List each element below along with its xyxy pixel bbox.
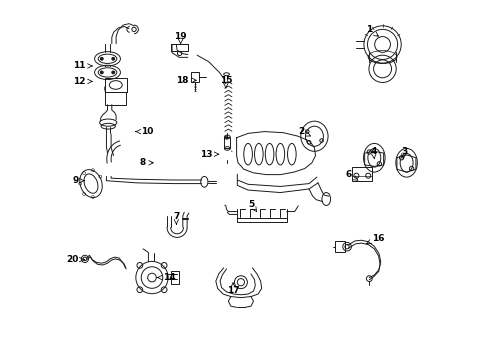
Text: 11: 11 [73, 62, 92, 71]
Circle shape [112, 57, 115, 60]
Text: 5: 5 [248, 200, 256, 212]
Text: 10: 10 [135, 127, 153, 136]
Bar [334, 241, 344, 252]
Text: 4: 4 [369, 147, 376, 159]
Bar [170, 271, 178, 284]
Text: 13: 13 [200, 150, 218, 159]
Text: 20: 20 [66, 255, 84, 264]
Text: 7: 7 [173, 212, 179, 224]
Bar [191, 72, 198, 82]
Text: 9: 9 [72, 176, 84, 185]
Text: 6: 6 [345, 170, 357, 180]
Text: 15: 15 [219, 76, 232, 88]
Text: 2: 2 [298, 127, 310, 136]
Text: 8: 8 [140, 158, 153, 167]
Circle shape [83, 257, 86, 261]
Text: 3: 3 [400, 147, 407, 159]
Text: 16: 16 [366, 234, 384, 244]
Text: 14: 14 [157, 273, 175, 282]
Text: 18: 18 [176, 76, 196, 85]
Bar [171, 44, 188, 51]
Text: 12: 12 [73, 77, 92, 86]
Circle shape [100, 57, 103, 60]
Bar [104, 78, 126, 92]
Circle shape [100, 71, 103, 74]
Bar [351, 167, 371, 181]
Text: 19: 19 [174, 32, 186, 44]
Circle shape [147, 273, 156, 282]
Text: 17: 17 [226, 283, 239, 295]
Circle shape [112, 71, 115, 74]
Bar [105, 92, 126, 105]
Text: 1: 1 [365, 25, 378, 36]
Bar [224, 137, 230, 148]
